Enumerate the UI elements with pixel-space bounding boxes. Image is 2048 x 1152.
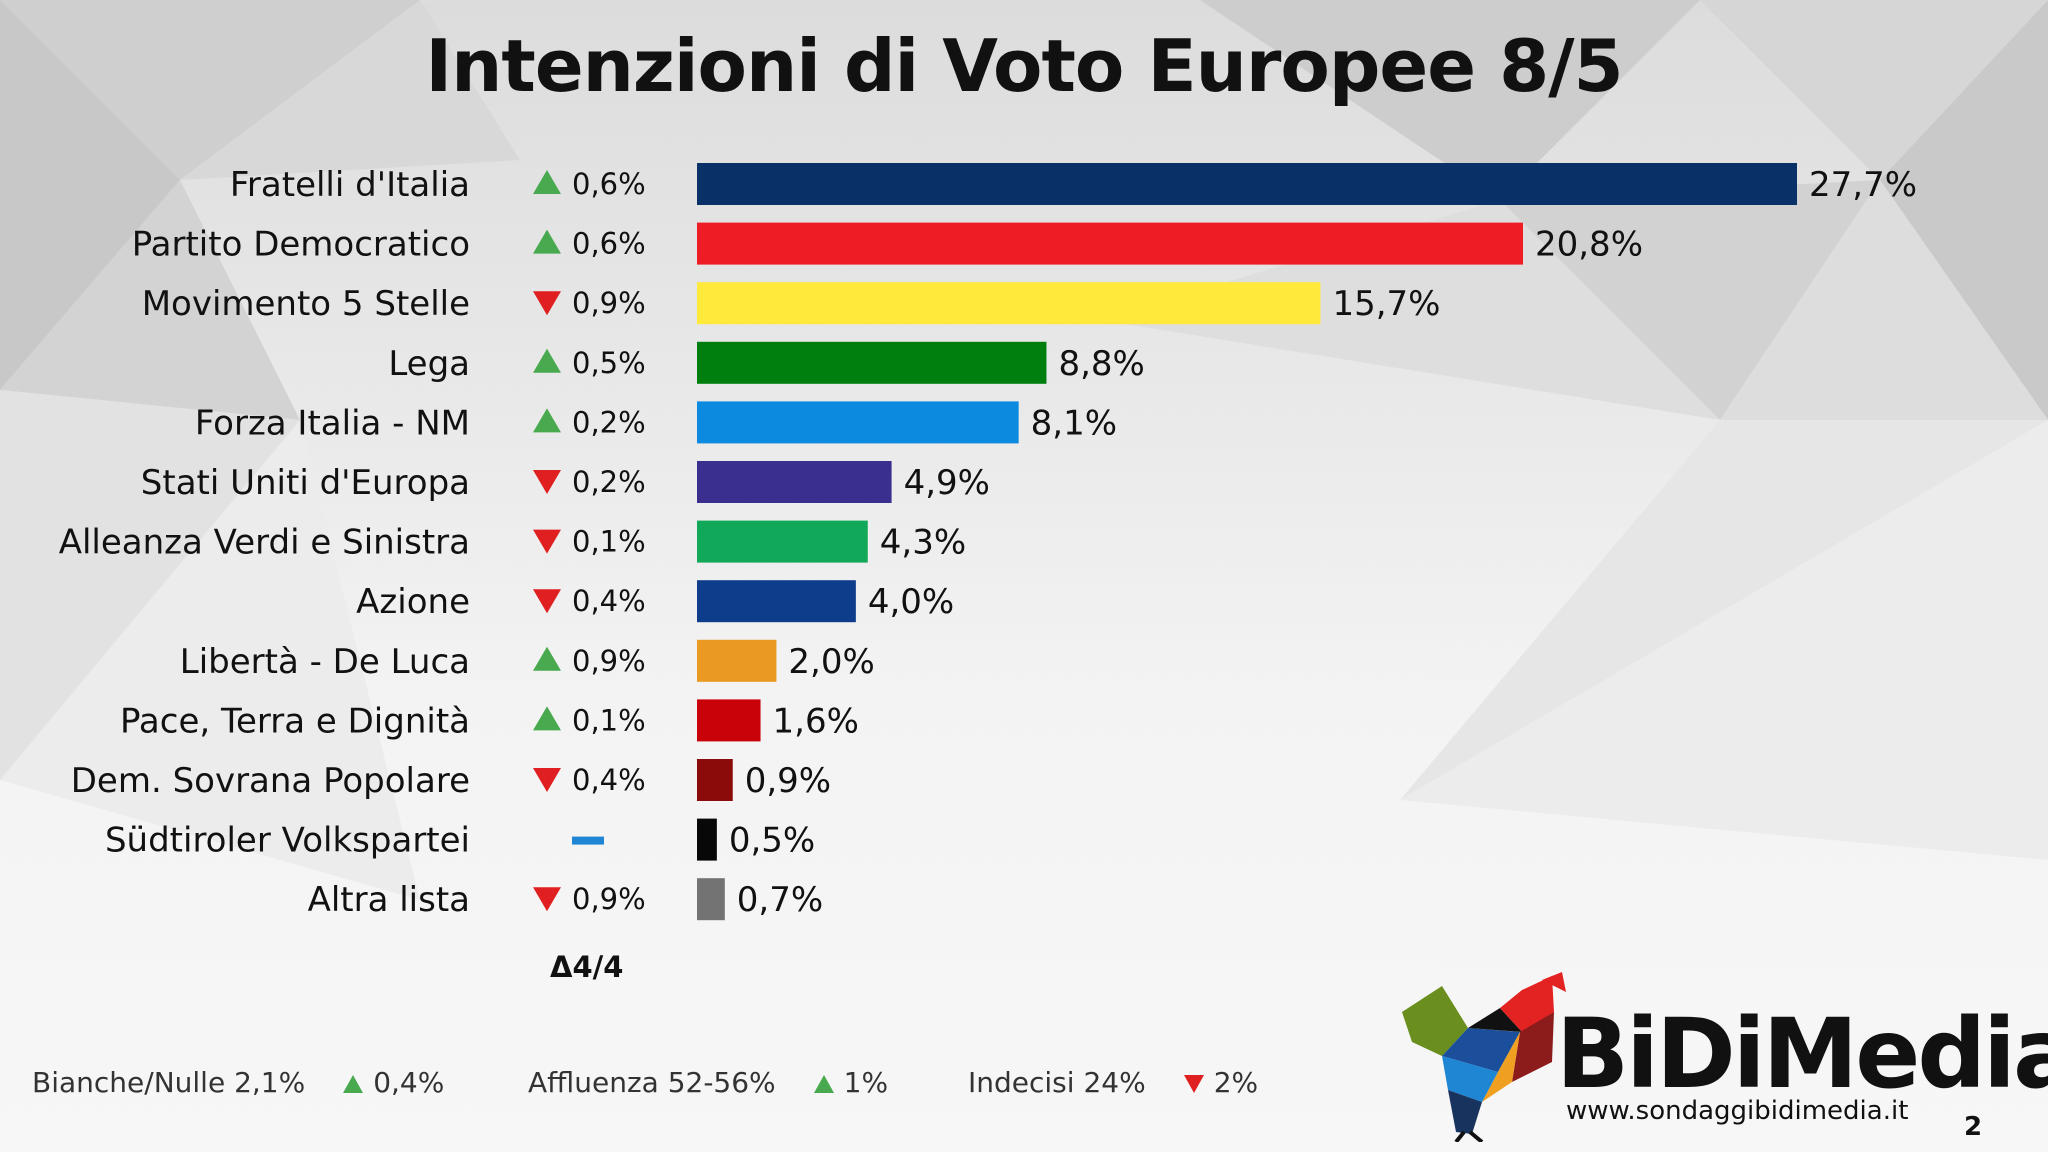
value-label: 27,7% — [1809, 165, 1917, 205]
bar — [697, 461, 892, 503]
value-label: 1,6% — [773, 701, 859, 741]
bar — [697, 520, 868, 563]
rooster-icon — [1402, 972, 1566, 1142]
party-label: Pace, Terra e Dignità — [120, 701, 470, 741]
value-label: 4,3% — [880, 523, 966, 563]
triangle-up-icon — [813, 1075, 834, 1093]
website-link[interactable]: www.sondaggibidimedia.it — [1566, 1096, 1909, 1126]
delta-value: 0,4% — [572, 763, 646, 797]
page-number: 2 — [1964, 1112, 1983, 1142]
party-label: Movimento 5 Stelle — [142, 284, 470, 324]
triangle-down-icon — [533, 529, 561, 554]
value-label: 0,5% — [729, 821, 815, 861]
bianche-label: Bianche/Nulle 2,1% — [32, 1066, 306, 1099]
bar — [697, 878, 725, 921]
bar — [697, 699, 761, 742]
delta-value: 0,9% — [572, 644, 646, 678]
party-label: Partito Democratico — [132, 225, 470, 265]
triangle-down-icon — [533, 768, 561, 792]
triangle-down-icon — [533, 887, 561, 912]
brand-name: BiDiMedia — [1556, 998, 2048, 1110]
party-label: Südtiroler Volkspartei — [105, 821, 470, 861]
bar — [697, 222, 1523, 265]
bar — [697, 639, 777, 682]
triangle-up-icon — [533, 646, 561, 671]
delta-value: 0,9% — [572, 286, 646, 320]
triangle-up-icon — [533, 170, 561, 194]
indecisi-label: Indecisi 24% — [968, 1066, 1146, 1099]
delta-value: 0,6% — [572, 167, 646, 201]
indecisi-delta: 2% — [1213, 1066, 1259, 1099]
triangle-up-icon — [533, 408, 561, 433]
party-label: Lega — [388, 344, 470, 384]
party-label: Fratelli d'Italia — [230, 165, 470, 205]
no-change-dash-icon — [572, 836, 604, 845]
value-label: 8,8% — [1058, 344, 1144, 384]
triangle-down-icon — [1183, 1075, 1204, 1093]
party-label: Azione — [356, 582, 470, 622]
triangle-up-icon — [533, 706, 561, 731]
triangle-up-icon — [533, 229, 561, 254]
bar — [697, 163, 1797, 205]
triangle-up-icon — [533, 348, 561, 373]
value-label: 2,0% — [788, 642, 874, 682]
footer-affluenza: Affluenza 52-56% 1% — [528, 1066, 888, 1099]
bar — [697, 401, 1019, 444]
value-label: 8,1% — [1031, 403, 1117, 443]
delta-value: 0,2% — [572, 465, 646, 499]
delta-value: 0,9% — [572, 882, 646, 916]
triangle-down-icon — [533, 291, 561, 316]
value-label: 15,7% — [1332, 284, 1440, 324]
affluenza-label: Affluenza 52-56% — [528, 1066, 776, 1099]
delta-value: 0,5% — [572, 346, 646, 380]
value-label: 4,0% — [868, 582, 954, 622]
footer-indecisi: Indecisi 24% 2% — [968, 1066, 1258, 1099]
triangle-down-icon — [533, 589, 561, 614]
bar — [697, 759, 733, 801]
triangle-down-icon — [533, 470, 561, 494]
triangle-up-icon — [343, 1075, 364, 1093]
party-label: Stati Uniti d'Europa — [141, 463, 470, 503]
page-title: Intenzioni di Voto Europee 8/5 — [425, 24, 1623, 108]
party-label: Libertà - De Luca — [180, 642, 470, 682]
affluenza-delta: 1% — [843, 1066, 889, 1099]
delta-value: 0,4% — [572, 584, 646, 618]
party-label: Alleanza Verdi e Sinistra — [59, 523, 470, 563]
bar — [697, 341, 1047, 384]
value-label: 20,8% — [1535, 225, 1643, 265]
bar — [697, 580, 856, 623]
delta-value: 0,1% — [572, 703, 646, 737]
value-label: 4,9% — [904, 463, 990, 503]
bar — [697, 818, 717, 861]
delta-value: 0,2% — [572, 405, 646, 439]
delta-column-header: Δ4/4 — [550, 950, 624, 984]
delta-value: 0,1% — [572, 525, 646, 559]
party-label: Altra lista — [308, 880, 470, 920]
value-label: 0,9% — [745, 761, 831, 801]
value-label: 0,7% — [737, 880, 823, 920]
party-label: Forza Italia - NM — [195, 403, 470, 443]
bar — [697, 282, 1321, 325]
bianche-delta: 0,4% — [373, 1066, 445, 1099]
footer-bianche: Bianche/Nulle 2,1% 0,4% — [32, 1066, 444, 1099]
delta-value: 0,6% — [572, 227, 646, 261]
party-label: Dem. Sovrana Popolare — [71, 761, 470, 801]
